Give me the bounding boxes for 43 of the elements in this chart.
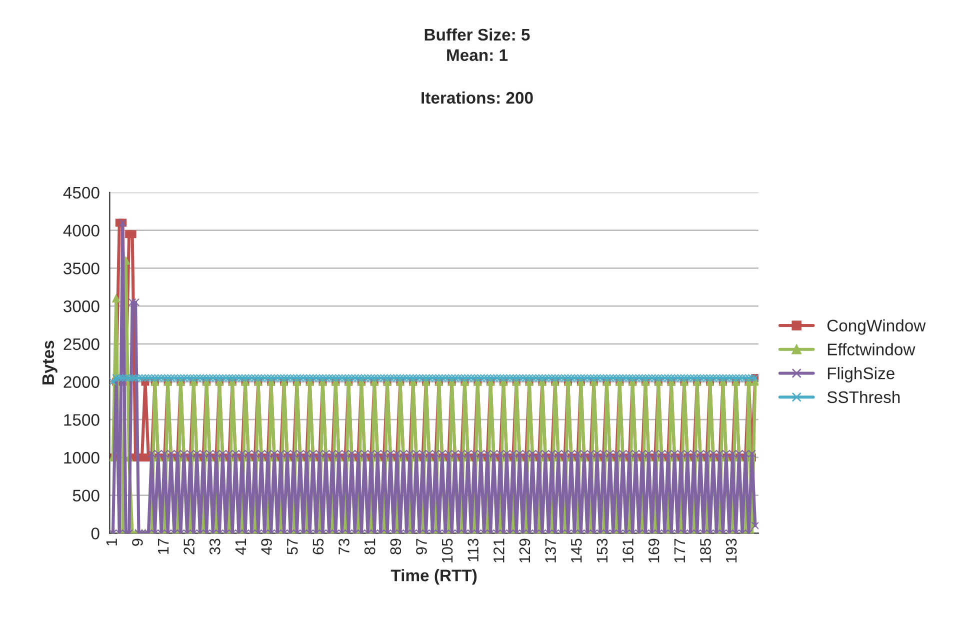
x-tick-label: 169 xyxy=(648,538,660,562)
x-tick-label: 113 xyxy=(468,538,479,562)
x-tick-label: 49 xyxy=(261,538,272,555)
y-tick-label: 3000 xyxy=(64,300,100,312)
y-tick-label: 1000 xyxy=(64,452,100,464)
x-tick-label: 121 xyxy=(494,538,504,562)
x-tick-label: 89 xyxy=(390,538,402,554)
y-tick-label: 500 xyxy=(72,490,100,502)
y-tick-label: 3500 xyxy=(64,262,100,274)
y-tick-label: 4000 xyxy=(63,224,100,237)
y-tick-label: 2000 xyxy=(64,376,100,388)
y-tick-label: 1500 xyxy=(64,414,100,426)
y-tick-label: 2500 xyxy=(64,338,100,350)
y-axis-title: Bytes xyxy=(42,340,58,384)
x-tick-label: 81 xyxy=(364,538,376,554)
legend-label: Effctwindow xyxy=(828,343,916,356)
x-tick-label: 145 xyxy=(571,538,582,562)
legend-label: CongWindow xyxy=(827,319,926,335)
x-tick-label: 9 xyxy=(132,538,143,546)
x-tick-label: 17 xyxy=(158,538,169,554)
x-tick-label: 97 xyxy=(416,538,427,554)
x-tick-label: 137 xyxy=(545,538,556,562)
legend-label: FlighSize xyxy=(828,366,894,383)
x-tick-label: 57 xyxy=(287,538,298,554)
x-tick-label: 105 xyxy=(442,538,453,562)
x-tick-label: 177 xyxy=(674,538,685,562)
x-tick-label: 73 xyxy=(338,538,350,554)
x-tick-label: 1 xyxy=(106,538,117,546)
x-tick-label: 25 xyxy=(184,538,194,554)
x-axis-title: Time (RTT) xyxy=(390,569,477,585)
chart-subtitle: Iterations: 200 xyxy=(422,91,533,104)
x-tick-label: 65 xyxy=(312,538,324,554)
x-tick-label: 193 xyxy=(726,538,737,562)
y-tick-label: 0 xyxy=(91,528,100,540)
legend-label: SSThresh xyxy=(827,390,900,404)
x-tick-label: 129 xyxy=(519,538,530,562)
x-tick-label: 161 xyxy=(622,538,634,562)
x-tick-label: 153 xyxy=(596,538,608,562)
x-tick-label: 41 xyxy=(235,538,246,555)
y-tick-label: 4500 xyxy=(63,186,100,199)
chart-title: Buffer Size: 5 Mean: 1 xyxy=(424,28,530,62)
x-tick-label: 185 xyxy=(700,538,711,562)
x-tick-label: 33 xyxy=(210,538,220,554)
